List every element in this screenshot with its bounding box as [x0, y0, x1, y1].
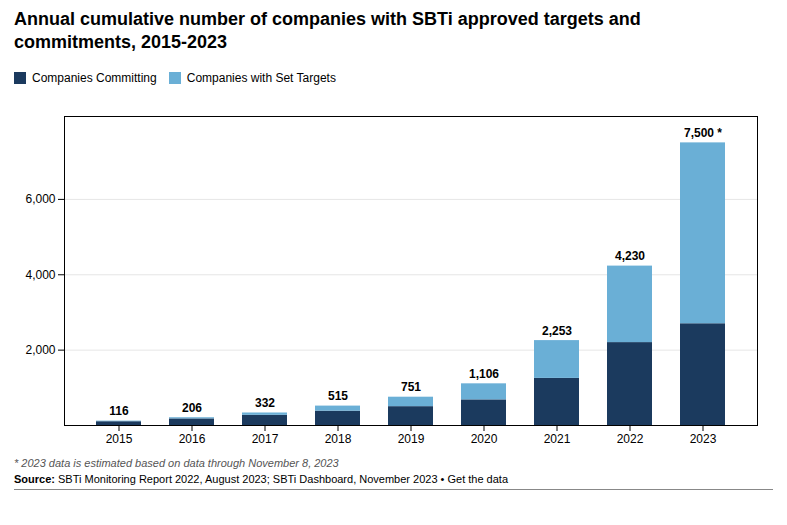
html-text:Annual cumulative number of co: Annual cumulative number of companies wi…: [14, 9, 641, 52]
svg-text:2,000: 2,000: [25, 343, 55, 357]
svg-text:2016: 2016: [179, 432, 206, 446]
html-text:Companies with Set Targets: Companies with Set Targets: [186, 70, 336, 85]
svg-text:116: 116: [109, 404, 129, 418]
svg-text:206: 206: [182, 401, 202, 415]
svg-text:2018: 2018: [325, 432, 352, 446]
svg-text:2015: 2015: [106, 432, 133, 446]
svg-text:7,500 *: 7,500 *: [684, 126, 722, 140]
svg-text:4,230: 4,230: [615, 249, 645, 263]
html-text:* 2023 data is estimated based: * 2023 data is estimated based on data t…: [14, 457, 339, 469]
svg-text:2017: 2017: [252, 432, 279, 446]
svg-text:515: 515: [328, 389, 348, 403]
svg-text:2022: 2022: [617, 432, 644, 446]
svg-text:6,000: 6,000: [25, 192, 55, 206]
svg-text:2020: 2020: [471, 432, 498, 446]
svg-text:751: 751: [401, 380, 421, 394]
svg-text:2019: 2019: [398, 432, 425, 446]
svg-text:2021: 2021: [544, 432, 571, 446]
svg-text:2,253: 2,253: [542, 324, 572, 338]
svg-text:4,000: 4,000: [25, 268, 55, 282]
svg-text:332: 332: [255, 396, 275, 410]
svg-text:1,106: 1,106: [469, 367, 499, 381]
html-text:Companies Committing: Companies Committing: [32, 70, 157, 85]
svg-text:2023: 2023: [690, 432, 717, 446]
html-text:Source: SBTi Monitoring Report: Source: SBTi Monitoring Report 2022, Aug…: [14, 473, 508, 485]
